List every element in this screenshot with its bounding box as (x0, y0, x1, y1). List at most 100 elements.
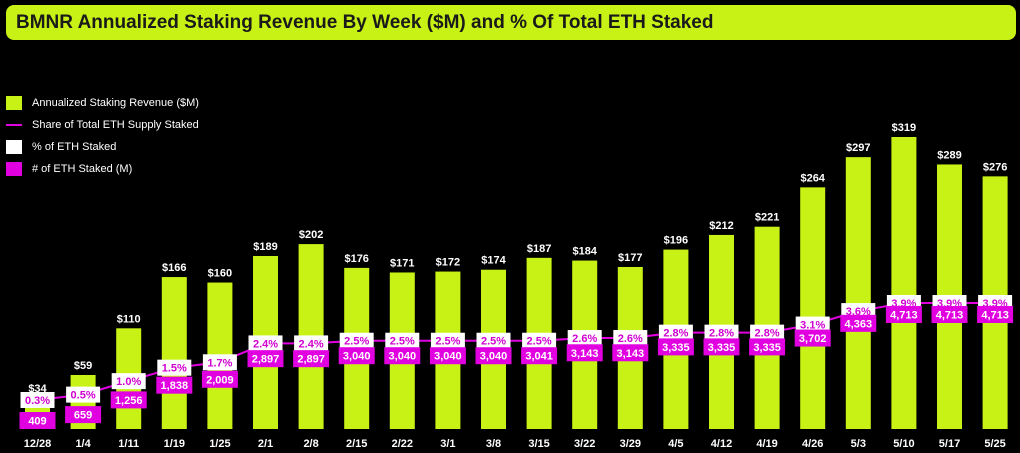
legend-item-count: # of ETH Staked (M) (6, 158, 199, 180)
pct-label: 2.5% (344, 336, 369, 348)
count-box (703, 338, 740, 356)
x-tick-label: 2/22 (392, 438, 413, 450)
bar-value-label: $177 (618, 252, 642, 264)
bar-value-label: $189 (253, 241, 277, 253)
x-tick-label: 1/19 (164, 438, 185, 450)
pct-label: 3.1% (800, 320, 825, 332)
count-label: 4,713 (981, 310, 1009, 322)
x-tick-label: 4/19 (756, 438, 777, 450)
pct-label: 1.7% (207, 357, 232, 369)
legend-item-revenue: Annualized Staking Revenue ($M) (6, 92, 199, 114)
x-tick-label: 1/11 (118, 438, 139, 450)
pct-label: 2.8% (709, 328, 734, 340)
count-label: 1,838 (161, 380, 189, 392)
count-box (293, 350, 330, 368)
count-box (794, 329, 831, 347)
count-label: 3,040 (389, 351, 417, 363)
count-box (384, 347, 421, 365)
bar-4-26 (800, 187, 826, 429)
legend-item-pct: % of ETH Staked (6, 136, 199, 158)
pct-box (66, 386, 101, 403)
count-box (931, 306, 968, 323)
count-box (657, 338, 694, 356)
x-tick-label: 12/28 (24, 438, 52, 450)
count-label: 2,897 (252, 354, 280, 366)
pct-box (248, 335, 283, 352)
count-label: 3,335 (753, 342, 781, 354)
bar-value-label: $276 (983, 161, 1007, 173)
x-tick-label: 4/5 (668, 438, 683, 450)
x-tick-label: 5/17 (939, 438, 960, 450)
legend: Annualized Staking Revenue ($M) Share of… (6, 92, 199, 180)
bar-value-label: $289 (937, 149, 961, 161)
legend-item-share-line: Share of Total ETH Supply Staked (6, 114, 199, 136)
legend-swatch-count (6, 162, 22, 176)
x-tick-label: 5/10 (893, 438, 914, 450)
pct-label: 2.8% (755, 328, 780, 340)
count-label: 659 (74, 410, 92, 422)
count-box (566, 344, 603, 362)
legend-label-share: Share of Total ETH Supply Staked (32, 119, 199, 131)
bar-value-label: $59 (74, 360, 92, 372)
x-tick-label: 4/26 (802, 438, 823, 450)
count-box (475, 347, 512, 365)
bar-value-label: $319 (892, 122, 916, 134)
count-label: 4,363 (845, 318, 873, 330)
bar-value-label: $166 (162, 262, 186, 274)
x-tick-label: 3/22 (574, 438, 595, 450)
count-label: 3,040 (343, 351, 371, 363)
legend-label-revenue: Annualized Staking Revenue ($M) (32, 97, 199, 109)
pct-box (613, 330, 648, 347)
legend-swatch-pct (6, 140, 22, 154)
x-tick-label: 2/15 (346, 438, 367, 450)
count-box (521, 347, 558, 365)
pct-label: 1.0% (116, 376, 141, 388)
count-label: 3,040 (434, 351, 462, 363)
count-label: 3,143 (571, 348, 599, 360)
pct-box (476, 332, 511, 349)
count-label: 3,040 (480, 351, 508, 363)
pct-box (430, 332, 465, 349)
count-label: 3,041 (525, 351, 553, 363)
count-box (19, 412, 56, 429)
bar-1-19 (161, 277, 187, 429)
count-box (156, 376, 193, 394)
pct-label: 2.6% (618, 333, 643, 345)
pct-box (202, 354, 237, 371)
bar-value-label: $171 (390, 257, 414, 269)
count-label: 2,009 (206, 374, 234, 386)
pct-box (157, 359, 192, 376)
count-label: 1,256 (115, 395, 143, 407)
bar-value-label: $196 (664, 235, 688, 247)
legend-label-pct: % of ETH Staked (32, 141, 117, 153)
bar-value-label: $176 (344, 253, 368, 265)
pct-label: 2.5% (481, 336, 506, 348)
pct-box (658, 324, 693, 341)
legend-swatch-line (6, 124, 22, 126)
bar-5-10 (891, 137, 917, 429)
bar-value-label: $110 (117, 313, 141, 325)
count-box (612, 344, 649, 362)
title-bar: BMNR Annualized Staking Revenue By Week … (6, 5, 1016, 40)
count-box (840, 314, 877, 332)
count-label: 3,335 (662, 342, 690, 354)
count-label: 409 (28, 416, 46, 428)
pct-box (20, 392, 55, 408)
bar-value-label: $264 (800, 172, 825, 184)
pct-box (704, 324, 739, 341)
share-line (37, 302, 996, 401)
pct-label: 2.6% (572, 333, 597, 345)
pct-box (294, 335, 329, 352)
pct-label: 2.8% (663, 328, 688, 340)
count-label: 3,143 (617, 348, 645, 360)
x-tick-label: 2/1 (258, 438, 273, 450)
legend-swatch-bar (6, 96, 22, 110)
x-tick-label: 2/8 (303, 438, 318, 450)
x-tick-label: 1/4 (75, 438, 91, 450)
count-box (977, 306, 1014, 323)
pct-box (339, 332, 374, 349)
pct-label: 2.5% (527, 336, 552, 348)
pct-box (111, 373, 146, 390)
bar-value-label: $221 (755, 212, 779, 224)
